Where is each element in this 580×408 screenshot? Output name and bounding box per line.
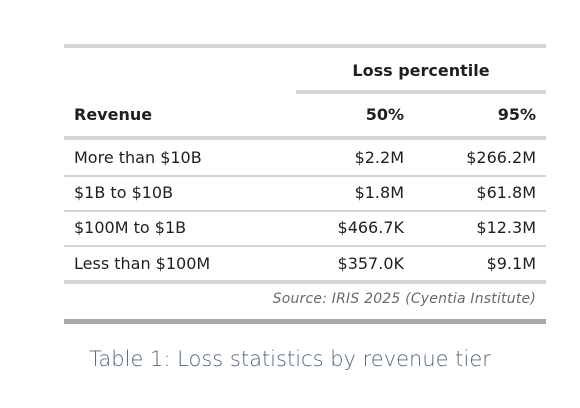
row-2-revenue: $1B to $10B xyxy=(74,183,174,202)
column-header-revenue: Revenue xyxy=(74,105,153,124)
column-header-50: 50% xyxy=(365,105,404,124)
row-4-p50: $357.0K xyxy=(337,254,404,273)
group-header-loss-percentile: Loss percentile xyxy=(352,61,490,80)
row-divider xyxy=(64,245,546,247)
column-header-95: 95% xyxy=(497,105,536,124)
header-rule xyxy=(64,136,546,140)
row-3-p50: $466.7K xyxy=(337,218,404,237)
row-2-p95: $61.8M xyxy=(476,183,536,202)
group-header-rule xyxy=(296,90,546,94)
bottom-rule xyxy=(64,319,546,324)
row-4-revenue: Less than $100M xyxy=(74,254,211,273)
row-divider xyxy=(64,210,546,212)
row-divider xyxy=(64,175,546,177)
row-2-p50: $1.8M xyxy=(354,183,404,202)
table-caption: Table 1: Loss statistics by revenue tier xyxy=(89,347,491,371)
body-end-rule xyxy=(64,280,546,284)
row-1-p50: $2.2M xyxy=(354,148,404,167)
row-1-p95: $266.2M xyxy=(466,148,536,167)
row-3-revenue: $100M to $1B xyxy=(74,218,187,237)
row-1-revenue: More than $10B xyxy=(74,148,202,167)
row-3-p95: $12.3M xyxy=(476,218,536,237)
table-source-note: Source: IRIS 2025 (Cyentia Institute) xyxy=(272,291,536,307)
top-rule xyxy=(64,44,546,48)
row-4-p95: $9.1M xyxy=(486,254,536,273)
